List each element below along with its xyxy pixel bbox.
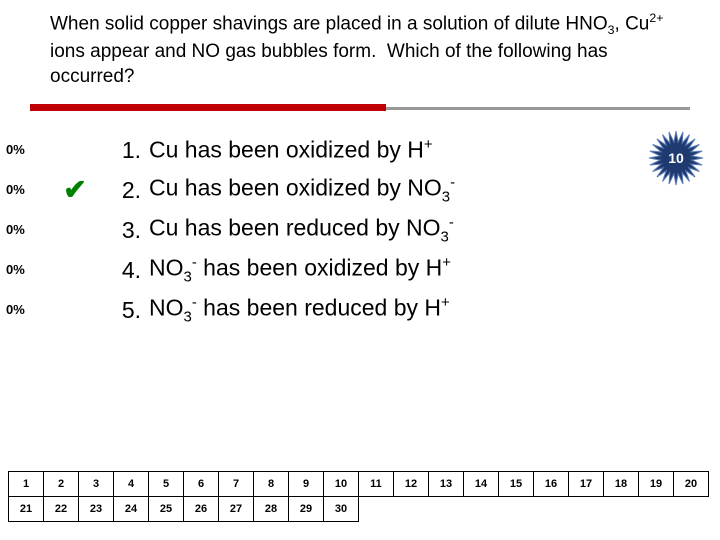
answer-option[interactable]: 1. Cu has been oxidized by H+ [105,130,455,170]
grid-cell[interactable] [394,497,429,522]
grid-cell[interactable]: 22 [44,497,79,522]
grid-cell[interactable]: 19 [639,472,674,497]
grid-cell[interactable] [604,497,639,522]
check-cell [58,130,92,170]
answer-number: 5. [105,297,141,324]
grid-cell[interactable] [499,497,534,522]
grid-cell[interactable]: 20 [674,472,709,497]
grid-cell[interactable]: 21 [9,497,44,522]
grid-cell[interactable]: 7 [219,472,254,497]
timer-value: 10 [668,150,684,166]
grid-cell[interactable]: 17 [569,472,604,497]
grid-cell[interactable]: 29 [289,497,324,522]
grid-cell[interactable]: 27 [219,497,254,522]
answer-text: NO3- has been oxidized by H+ [149,254,451,285]
percent-label: 0% [6,130,25,170]
grid-cell[interactable]: 9 [289,472,324,497]
answer-number: 2. [105,177,141,204]
grid-cell[interactable] [674,497,709,522]
grid-cell[interactable]: 2 [44,472,79,497]
check-cell [58,210,92,250]
grid-cell[interactable] [569,497,604,522]
answer-text: Cu has been oxidized by NO3- [149,174,455,205]
grid-cell[interactable]: 28 [254,497,289,522]
answer-text: Cu has been oxidized by H+ [149,136,433,164]
grid-cell[interactable]: 26 [184,497,219,522]
grid-cell[interactable] [359,497,394,522]
grid-cell[interactable]: 24 [114,497,149,522]
grid-cell[interactable]: 15 [499,472,534,497]
grid-cell[interactable]: 23 [79,497,114,522]
grid-cell[interactable]: 8 [254,472,289,497]
grid-cell[interactable]: 10 [324,472,359,497]
grid-cell[interactable] [464,497,499,522]
grid-cell[interactable]: 11 [359,472,394,497]
content-area: 0%0%0%0%0% ✔ 1.Cu has been oxidized by H… [0,112,720,122]
title-underline [30,104,690,112]
check-cell [58,290,92,330]
answer-option[interactable]: 5. NO3- has been reduced by H+ [105,290,455,330]
percent-label: 0% [6,290,25,330]
underline-accent [30,104,386,111]
check-cell: ✔ [58,170,92,210]
grid-cell[interactable]: 3 [79,472,114,497]
response-grid: 1234567891011121314151617181920212223242… [8,471,709,522]
grid-cell[interactable]: 16 [534,472,569,497]
grid-cell[interactable]: 12 [394,472,429,497]
grid-cell[interactable] [534,497,569,522]
answers-list: 1. Cu has been oxidized by H+ 2. Cu has bee… [105,130,455,330]
answer-number: 4. [105,257,141,284]
answer-number: 3. [105,217,141,244]
check-column: ✔ [58,130,92,330]
answer-text: Cu has been reduced by NO3- [149,214,454,245]
answer-option[interactable]: 4. NO3- has been oxidized by H+ [105,250,455,290]
grid-cell[interactable]: 14 [464,472,499,497]
check-icon: ✔ [63,176,86,204]
percent-label: 0% [6,170,25,210]
percent-column: 0%0%0%0%0% [6,130,25,330]
grid-cell[interactable] [639,497,674,522]
percent-label: 0% [6,210,25,250]
grid-cell[interactable]: 5 [149,472,184,497]
grid-cell[interactable]: 6 [184,472,219,497]
percent-label: 0% [6,250,25,290]
answer-number: 1. [105,137,141,164]
grid-cell[interactable] [429,497,464,522]
answer-option[interactable]: 2. Cu has been oxidized by NO3- [105,170,455,210]
grid-cell[interactable]: 30 [324,497,359,522]
grid-cell[interactable]: 4 [114,472,149,497]
grid-cell[interactable]: 13 [429,472,464,497]
answer-text: NO3- has been reduced by H+ [149,294,450,325]
check-cell [58,250,92,290]
grid-cell[interactable]: 1 [9,472,44,497]
timer-starburst: 10 [648,130,704,186]
grid-cell[interactable]: 25 [149,497,184,522]
grid-cell[interactable]: 18 [604,472,639,497]
question-text: When solid copper shavings are placed in… [0,0,720,98]
answer-option[interactable]: 3. Cu has been reduced by NO3- [105,210,455,250]
